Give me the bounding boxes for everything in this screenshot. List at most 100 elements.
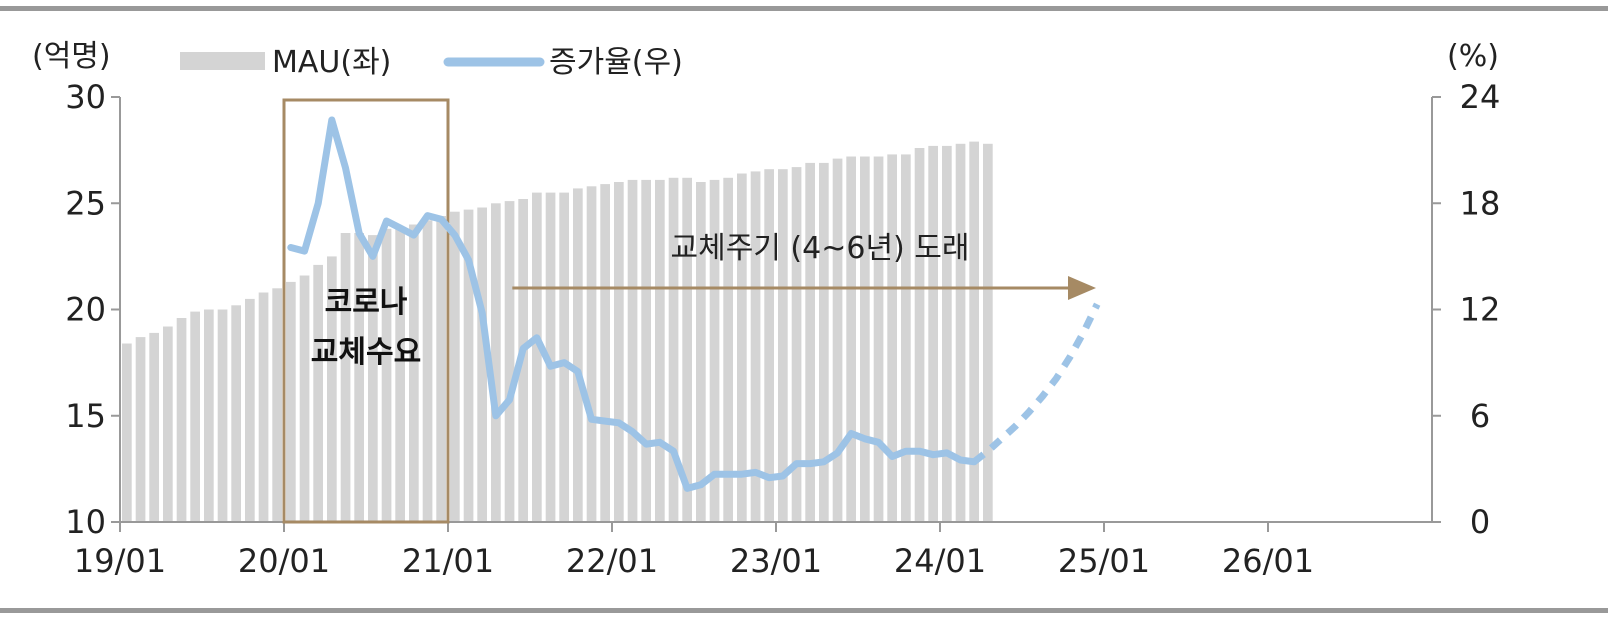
mau-bar <box>354 233 364 522</box>
right-tick-label: 18 <box>1460 184 1501 222</box>
mau-bar <box>723 177 733 523</box>
mau-bar <box>709 179 720 522</box>
cycle-annotation-label: 교체주기 (4~6년) 도래 <box>671 231 970 266</box>
mau-bar <box>204 309 214 522</box>
x-tick-label: 20/01 <box>238 542 330 580</box>
mau-bar <box>163 326 173 522</box>
mau-bar <box>696 182 706 522</box>
mau-bar <box>436 216 446 522</box>
mau-bar <box>655 179 665 522</box>
mau-bar <box>737 173 747 522</box>
mau-bar <box>668 177 679 523</box>
mau-bar <box>860 156 870 522</box>
mau-bar <box>477 207 487 522</box>
mau-bar <box>545 192 556 522</box>
x-tick-label: 21/01 <box>402 542 494 580</box>
mau-bar <box>600 184 610 522</box>
top-rule <box>0 6 1608 11</box>
mau-bars <box>122 141 993 523</box>
left-tick-label: 30 <box>65 78 106 116</box>
mau-bar <box>368 235 378 522</box>
mau-bar <box>942 145 952 522</box>
x-tick-label: 25/01 <box>1058 542 1150 580</box>
growth-lines <box>287 116 1101 492</box>
mau-bar <box>135 337 146 522</box>
mau-bar <box>532 192 542 522</box>
mau-bar <box>463 209 474 522</box>
bottom-rule <box>0 608 1608 613</box>
mau-bar <box>887 154 897 522</box>
right-tick-label: 12 <box>1460 291 1501 329</box>
mau-bar <box>914 148 925 522</box>
mau-bar <box>286 281 296 522</box>
left-tick-label: 20 <box>65 291 106 329</box>
legend-bar-label: MAU(좌) <box>272 45 391 80</box>
mau-bar <box>791 167 802 522</box>
left-tick-label: 15 <box>65 397 106 435</box>
mau-bar <box>641 179 651 522</box>
legend-bar-swatch <box>180 52 265 70</box>
legend-line-label: 증가율(우) <box>549 45 683 80</box>
cycle-arrow-head <box>1068 276 1096 300</box>
growth-rate-line <box>287 116 978 492</box>
corona-box-label-line2: 교체수요 <box>311 335 421 370</box>
mau-bar <box>245 298 255 522</box>
mau-bar <box>409 224 419 522</box>
mau-bar <box>682 177 692 523</box>
mau-bar <box>586 186 597 523</box>
mau-bar <box>149 332 159 522</box>
left-axis-unit: (억명) <box>32 39 111 74</box>
right-tick-label: 0 <box>1470 503 1490 541</box>
mau-bar <box>955 143 966 523</box>
right-tick-label: 24 <box>1460 78 1501 116</box>
mau-bar <box>627 179 638 522</box>
mau-bar <box>764 169 774 522</box>
mau-bar <box>491 203 501 523</box>
mau-bar <box>928 145 938 522</box>
mau-bar <box>901 154 911 522</box>
mau-bar <box>504 201 515 522</box>
mau-bar <box>969 141 979 522</box>
mau-bar <box>450 211 460 522</box>
growth-forecast-line <box>972 302 1101 465</box>
mau-bar <box>778 169 788 522</box>
left-tick-label: 25 <box>65 184 106 222</box>
mau-bar <box>176 318 187 522</box>
mau-bar <box>805 162 815 522</box>
mau-bar <box>395 226 405 522</box>
mau-bar <box>299 275 310 522</box>
mau-bar <box>190 311 200 522</box>
mau-bar <box>873 156 884 522</box>
x-tick-label: 24/01 <box>894 542 986 580</box>
left-tick-label: 10 <box>65 503 106 541</box>
legend: MAU(좌) 증가율(우) <box>180 45 683 80</box>
mau-bar <box>750 171 761 522</box>
x-tick-label: 19/01 <box>74 542 166 580</box>
mau-bar <box>340 233 351 522</box>
x-tick-label: 26/01 <box>1222 542 1314 580</box>
mau-bar <box>258 292 269 522</box>
mau-bar <box>272 288 282 523</box>
mau-bar <box>846 156 856 522</box>
corona-box-label-line1: 코로나 <box>325 285 408 320</box>
mau-bar <box>819 162 829 522</box>
x-tick-label: 23/01 <box>730 542 822 580</box>
right-tick-label: 6 <box>1470 397 1490 435</box>
mau-bar <box>381 228 392 523</box>
mau-bar <box>614 182 624 522</box>
corona-period-box <box>282 98 450 524</box>
mau-bar <box>422 220 433 523</box>
axes: 30 25 20 15 10 24 18 12 6 0 19/01 20/01 21/01 22/01 23… <box>65 78 1500 580</box>
mau-bar <box>217 309 228 522</box>
mau-bar <box>231 305 241 523</box>
x-tick-label: 22/01 <box>566 542 658 580</box>
mau-bar <box>559 192 569 522</box>
mau-bar <box>573 188 583 522</box>
mau-bar <box>983 143 993 523</box>
mau-bar <box>313 264 323 522</box>
right-axis-unit: (%) <box>1447 39 1499 74</box>
mau-bar <box>122 343 132 522</box>
mau-bar <box>327 256 337 522</box>
mau-bar <box>832 158 843 522</box>
